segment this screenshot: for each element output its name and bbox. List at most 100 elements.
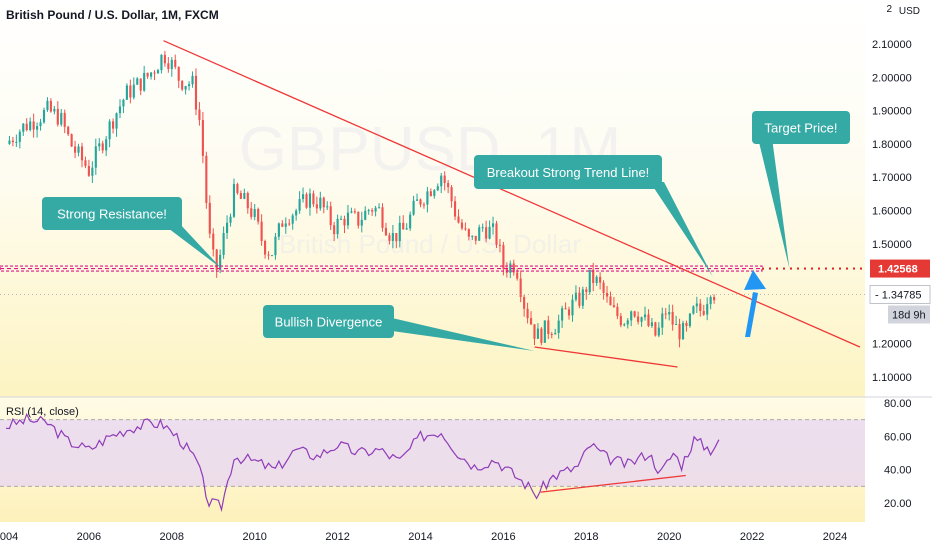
- candle-body: [460, 222, 464, 229]
- candle-body: [326, 206, 329, 208]
- breakout-arrow-icon: [744, 270, 767, 337]
- candle-body: [706, 304, 709, 315]
- candle-body: [301, 194, 305, 200]
- callout-strong-resistance-box: [42, 197, 182, 230]
- candle-body: [681, 322, 685, 340]
- candle-body: [112, 121, 115, 129]
- candle-body: [391, 232, 394, 241]
- candle-body: [426, 191, 429, 205]
- callout-divergence: Bullish Divergence: [263, 305, 535, 351]
- candle-body: [32, 121, 35, 130]
- candle-body: [526, 308, 529, 319]
- time-tick-label: 2022: [740, 531, 764, 543]
- candle-body: [270, 255, 274, 257]
- candle-body: [53, 108, 56, 112]
- candle-body: [547, 320, 550, 334]
- candle-body: [281, 223, 284, 227]
- candle-body: [305, 194, 308, 208]
- candle-body: [540, 328, 543, 343]
- candle-body: [574, 292, 578, 300]
- resistance-price-label-bg: [870, 259, 930, 278]
- candle-body: [329, 206, 332, 226]
- candlestick-series: [8, 50, 716, 348]
- rsi-title: RSI (14, close): [6, 406, 79, 418]
- candle-body: [481, 227, 484, 229]
- candle-body: [647, 314, 650, 326]
- candle-body: [357, 211, 360, 226]
- callout-breakout-label: Breakout Strong Trend Line!: [487, 165, 650, 180]
- candle-body: [336, 218, 339, 235]
- candle-body: [105, 139, 108, 151]
- candle-body: [319, 197, 322, 209]
- candle-body: [232, 184, 236, 217]
- candle-body: [709, 297, 712, 305]
- candle-body: [108, 121, 111, 140]
- time-tick-label: 2014: [408, 531, 432, 543]
- candle-body: [322, 197, 325, 208]
- candle-body: [564, 308, 567, 310]
- candle-body: [225, 222, 229, 233]
- resistance-band-outline: [0, 265, 763, 272]
- candle-body: [215, 249, 218, 270]
- candle-body: [353, 211, 356, 213]
- candle-body: [288, 223, 291, 225]
- candle-body: [184, 86, 187, 90]
- candle-body: [339, 218, 343, 220]
- candle-body: [91, 167, 94, 176]
- candle-body: [18, 131, 21, 142]
- candle-body: [630, 311, 633, 321]
- candle-body: [312, 193, 315, 205]
- price-unit: USD: [898, 6, 920, 17]
- candle-body: [191, 75, 194, 85]
- candle-body: [250, 208, 253, 217]
- candle-body: [457, 216, 460, 223]
- time-tick-label: 2006: [77, 531, 101, 543]
- candle-body: [409, 214, 412, 229]
- time-tick-label: 2012: [325, 531, 349, 543]
- candle-body: [699, 303, 702, 311]
- candle-body: [263, 241, 267, 255]
- candle-body: [671, 312, 674, 325]
- candle-body: [298, 199, 301, 211]
- chart-axes: 2.10000 2.00000 1.90000 1.80000 1.70000 1.600…: [0, 39, 931, 543]
- candle-body: [36, 126, 39, 130]
- candle-body: [536, 328, 540, 339]
- candle-body: [295, 210, 298, 216]
- candle-body: [695, 303, 698, 307]
- candle-body: [136, 78, 139, 85]
- candle-body: [160, 54, 163, 71]
- candle-body: [668, 312, 671, 315]
- time-tick-label: 2008: [160, 531, 184, 543]
- candle-body: [77, 146, 80, 153]
- candle-body: [478, 227, 481, 241]
- arrow-head: [744, 270, 767, 290]
- candle-body: [146, 72, 149, 77]
- last-price-label-bg: [869, 285, 931, 304]
- candle-body: [398, 222, 401, 242]
- callout-breakout-pointer: [650, 182, 713, 277]
- callout-strong-resistance-pointer: [160, 222, 222, 269]
- candle-body: [163, 54, 166, 64]
- candle-body: [633, 311, 636, 317]
- candle-body: [333, 225, 336, 235]
- candle-body: [46, 100, 49, 110]
- candle-body: [612, 305, 616, 307]
- candle-body: [181, 80, 184, 90]
- candle-body: [605, 292, 609, 297]
- candle-body: [150, 72, 153, 77]
- candle-body: [419, 199, 422, 205]
- candle-body: [63, 112, 66, 127]
- last-price-label: - 1.34785: [869, 285, 931, 304]
- drawing-lines: [0, 40, 866, 368]
- chart-title: British Pound / U.S. Dollar, 1M, FXCM: [6, 8, 219, 22]
- candle-body: [395, 232, 398, 242]
- candle-body: [346, 212, 350, 226]
- candle-body: [609, 296, 612, 306]
- candle-body: [343, 218, 346, 226]
- countdown-label-text: 18d 9h: [892, 309, 926, 321]
- candle-body: [22, 123, 25, 132]
- candle-body: [219, 254, 222, 270]
- candle-body: [201, 120, 204, 156]
- candle-body: [595, 276, 598, 284]
